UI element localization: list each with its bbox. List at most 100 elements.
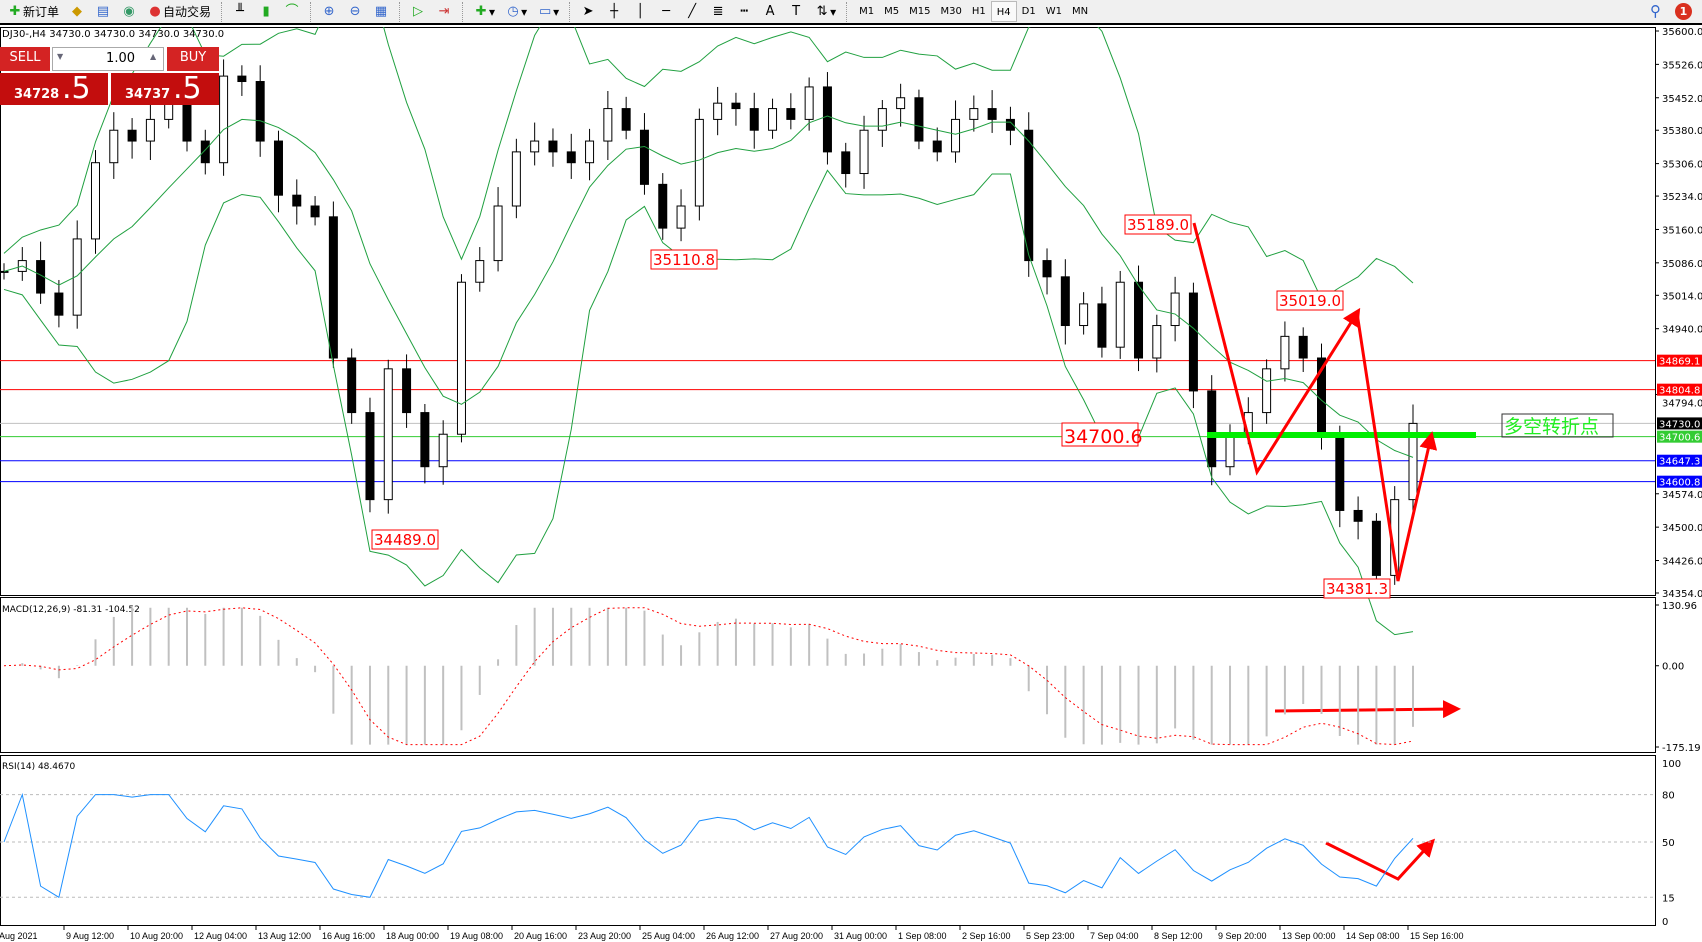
timeframe-M15[interactable]: M15 (909, 6, 931, 17)
separator (569, 1, 571, 22)
price-tick-label: 35160.0 (1662, 225, 1702, 236)
trendline-button[interactable]: ╱ (681, 1, 703, 22)
zoom-out-button[interactable]: ⊖ (344, 1, 366, 22)
candle-body (566, 151, 576, 164)
zoom-in-button[interactable]: ⊕ (318, 1, 340, 22)
fibonacci-button[interactable]: ≣ (707, 1, 729, 22)
candle-body (0, 270, 9, 273)
candle-body (54, 292, 64, 316)
price-tick-label: 35600.0 (1662, 27, 1702, 38)
time-tick-label: 7 Sep 04:00 (1090, 931, 1139, 941)
candle-body (402, 368, 412, 414)
candle-chart-button[interactable]: ▮ (255, 1, 277, 22)
time-tick-label: 16 Aug 16:00 (322, 931, 375, 941)
auto-trading-button[interactable]: ● 自动交易 (144, 1, 214, 22)
candle-body (273, 140, 283, 196)
timeframe-M30[interactable]: M30 (940, 6, 962, 17)
notification-badge[interactable]: 1 (1675, 2, 1692, 20)
candle-body (127, 129, 137, 142)
candle-body (1335, 433, 1345, 511)
price-annotation-box (1061, 422, 1139, 447)
bid-price[interactable]: 34728.5 (0, 73, 108, 105)
rsi-frame (0, 755, 1656, 926)
signal-button[interactable]: ◉ (118, 1, 140, 22)
market-watch-button[interactable]: ▤ (92, 1, 114, 22)
label-button[interactable]: T (785, 1, 807, 22)
timeframe-MN[interactable]: MN (1071, 6, 1089, 17)
signal-icon: ◉ (123, 3, 135, 19)
candle-body (1225, 433, 1235, 468)
zoom-out-icon: ⊖ (349, 3, 361, 19)
candle-body (200, 140, 210, 164)
lot-size-input[interactable]: 1.00 (52, 47, 164, 71)
price-tick-label: 34426.0 (1662, 557, 1702, 568)
buy-button[interactable]: BUY (167, 47, 219, 71)
candle-body (255, 81, 265, 142)
candle-body (438, 433, 448, 468)
price-tick-label: 35086.0 (1662, 259, 1702, 270)
level-price-tag (1657, 383, 1702, 396)
separator (221, 1, 223, 22)
bar-chart-button[interactable]: ╨ (229, 1, 251, 22)
macd-arrow (1274, 700, 1461, 719)
bar-chart-icon: ╨ (236, 3, 244, 19)
vertical-line-button[interactable]: │ (629, 1, 651, 22)
autoscroll-button[interactable]: ▷ (407, 1, 429, 22)
time-tick-label: 18 Aug 00:00 (386, 931, 439, 941)
sell-button[interactable]: SELL (0, 47, 50, 71)
new-order-button[interactable]: ✚ 新订单 (4, 1, 62, 22)
red-arrow (1192, 222, 1361, 476)
lot-increase-icon[interactable]: ▲ (150, 52, 157, 61)
price-tick-label: 34940.0 (1662, 325, 1702, 336)
indicators-button[interactable]: ✚ ▾ (470, 1, 498, 22)
lot-decrease-icon[interactable]: ▼ (57, 52, 64, 61)
timeframe-M1[interactable]: M1 (859, 6, 875, 17)
horizontal-line-button[interactable]: ─ (655, 1, 677, 22)
gold-button[interactable]: ◆ (66, 1, 88, 22)
price-tick-label: 34500.0 (1662, 523, 1702, 534)
candle-body (1262, 368, 1272, 414)
timeframe-D1[interactable]: D1 (1021, 6, 1036, 17)
time-tick-label: 19 Aug 08:00 (450, 931, 503, 941)
price-tick-label: 35014.0 (1662, 291, 1702, 302)
text-button[interactable]: A (759, 1, 781, 22)
line-chart-button[interactable]: ⌒ (281, 1, 303, 22)
periods-button[interactable]: ◷ ▾ (502, 1, 530, 22)
candle-body (1079, 303, 1089, 327)
crosshair-button[interactable]: ┼ (603, 1, 625, 22)
price-annotation-box (1276, 290, 1344, 311)
timeframe-H1[interactable]: H1 (971, 6, 986, 17)
ask-price[interactable]: 34737.5 (111, 73, 219, 105)
price-annotation-box (1124, 214, 1192, 235)
red-arrow (1355, 312, 1438, 582)
timeframe-M5[interactable]: M5 (884, 6, 900, 17)
level-price-tag (1657, 454, 1702, 467)
level-price-tag (1657, 430, 1702, 443)
candle-body (914, 97, 924, 142)
price-annotation: 35110.8 (653, 251, 715, 269)
price-chart[interactable]: 35600.0 35526.0 35452.0 35380.0 35306.0 35234… (0, 27, 1702, 942)
timeframe-W1[interactable]: W1 (1045, 6, 1062, 17)
candle-body (548, 140, 558, 153)
chart-shift-button[interactable]: ⇥ (433, 1, 455, 22)
market-watch-icon: ▤ (96, 3, 110, 19)
timeframe-H4[interactable]: H4 (990, 1, 1017, 22)
equidistant-button[interactable]: ┅ (733, 1, 755, 22)
autoscroll-icon: ▷ (413, 3, 424, 19)
pivot-price-annotation: 34700.6 (1064, 426, 1143, 448)
candle-body (475, 260, 485, 283)
search-icon[interactable]: ⚲ (1650, 2, 1661, 20)
candle-body (1005, 118, 1015, 131)
rsi-line (3, 792, 1414, 899)
arrows-button[interactable]: ⇅ ▾ (811, 1, 839, 22)
templates-button[interactable]: ▭ ▾ (538, 3, 560, 19)
candle-body (804, 86, 814, 120)
tile-button[interactable]: ▦ (370, 1, 392, 22)
time-tick-label: 20 Aug 16:00 (514, 931, 567, 941)
candle-body (731, 102, 741, 110)
time-tick-label: 23 Aug 20:00 (578, 931, 631, 941)
cursor-button[interactable]: ➤ (577, 1, 599, 22)
candle-body (987, 108, 997, 120)
candle-body (456, 281, 466, 435)
indicators-icon: ✚ (475, 3, 487, 19)
